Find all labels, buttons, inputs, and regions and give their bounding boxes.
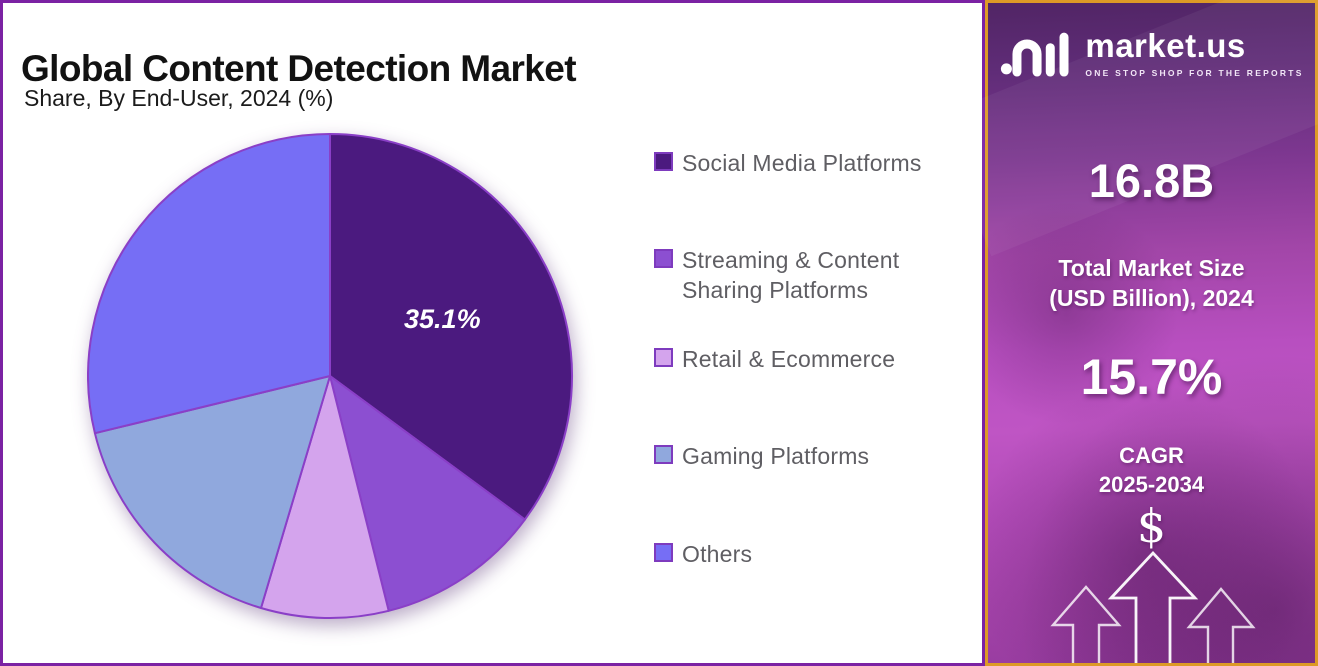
pie-slice [329,375,526,612]
pie-slice [329,133,574,521]
legend-item-retail: Retail & Ecommerce [654,344,979,374]
legend-label: Others [682,541,753,567]
legend-item-streaming: Streaming & Content Sharing Platforms [654,245,979,305]
legend-swatch [654,348,673,367]
cagr-value: 15.7% [1080,349,1223,405]
legend-label: Social Media Platforms [682,150,922,176]
market-size-label-line2: (USD Billion), 2024 [1049,285,1254,311]
cagr-label-line2: 2025-2034 [1098,472,1205,497]
marketus-logo-icon [1001,32,1069,77]
legend-swatch [654,152,673,171]
growth-arrows-icon [1050,550,1256,663]
page-subtitle: Share, By End-User, 2024 (%) [24,85,334,111]
legend-swatch [654,249,673,268]
brand-tagline: ONE STOP SHOP FOR THE REPORTS [1085,67,1304,78]
legend-item-social-media: Social Media Platforms [654,148,979,178]
pie-chart: 35.1% [83,129,577,623]
legend-swatch [654,543,673,562]
pie-slice [87,133,331,435]
page-title: Global Content Detection Market [21,47,577,89]
legend-label: Gaming Platforms [682,443,870,469]
legend-item-others: Others [654,539,979,569]
legend: Social Media Platforms Streaming & Conte… [654,148,979,569]
pie-slice [93,375,331,609]
legend-swatch [654,445,673,464]
cagr-label-line1: CAGR [1119,443,1184,468]
pie-chart-svg: 35.1% [87,133,574,619]
pie-slice [260,375,390,619]
legend-item-gaming: Gaming Platforms [654,441,979,471]
market-size-label: Total Market Size (USD Billion), 2024 [988,253,1315,313]
chart-panel: Global Content Detection Market Share, B… [0,0,985,666]
pie-slice-label: 35.1% [404,304,481,334]
cagr-label: CAGR 2025-2034 [988,441,1315,499]
brand-logo: market.us ONE STOP SHOP FOR THE REPORTS [988,27,1315,79]
brand-name: market.us [1085,26,1246,64]
legend-label: Retail & Ecommerce [682,346,896,372]
market-size-value: 16.8B [1088,154,1215,207]
legend-label: Streaming & Content Sharing Platforms [682,247,900,303]
dollar-sign-icon: $ [1136,499,1167,553]
market-size-label-line1: Total Market Size [1058,255,1245,281]
sidebar: market.us ONE STOP SHOP FOR THE REPORTS … [935,0,1318,666]
